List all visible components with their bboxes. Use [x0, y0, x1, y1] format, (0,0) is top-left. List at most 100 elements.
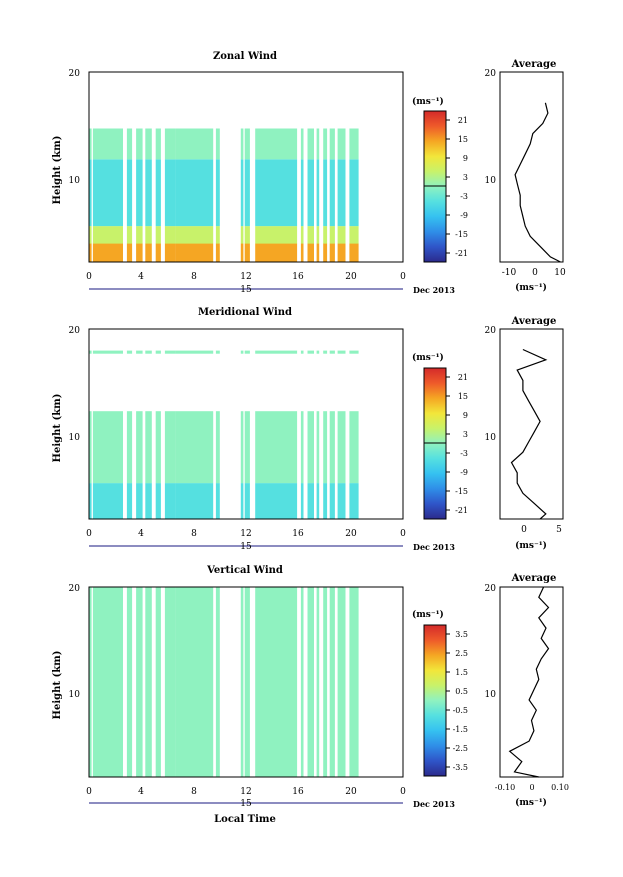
meridional-cell: [337, 411, 346, 484]
zonal-colorbar-tick-label: -9: [460, 211, 468, 220]
meridional-cell: [92, 411, 123, 484]
meridional-cell: [337, 483, 346, 519]
zonal-cell: [126, 243, 133, 262]
vertical-average-plot: Average 20 10 -0.10 0 0.10 (ms⁻¹): [485, 573, 569, 808]
meridional-cell: [215, 350, 220, 354]
vertical-heatmap: [89, 587, 359, 777]
zonal-wind-panel: Zonal Wind 20 10 Height (km) 0 4 8 12 16…: [52, 51, 566, 295]
meridional-cell: [155, 483, 161, 519]
zonal-avg-frame: [499, 71, 564, 263]
zonal-heatmap: [89, 128, 359, 262]
meridional-cell: [316, 483, 320, 519]
meridional-colorbar-tick-label: 9: [463, 411, 468, 420]
meridional-cell: [215, 411, 220, 484]
zonal-cell: [136, 243, 143, 262]
meridional-xtick-4: 4: [138, 529, 144, 539]
zonal-cell: [155, 243, 161, 262]
meridional-avg-ytick-20: 20: [485, 326, 497, 336]
meridional-cell: [349, 350, 359, 354]
zonal-cell: [145, 128, 152, 160]
meridional-cell: [255, 483, 298, 519]
vertical-cell: [89, 587, 92, 777]
vertical-avg-title: Average: [511, 573, 557, 584]
zonal-cell: [215, 226, 220, 244]
zonal-cell: [164, 128, 176, 160]
zonal-cell: [175, 226, 214, 244]
vertical-wind-panel: Vertical Wind 20 10 Height (km) 0 4 8 12…: [52, 565, 569, 825]
meridional-cell: [92, 350, 123, 354]
zonal-cell: [240, 243, 244, 262]
zonal-colorbar-tick-label: -3: [460, 192, 468, 201]
zonal-cell: [323, 226, 328, 244]
zonal-cell: [215, 128, 220, 160]
meridional-cell: [126, 483, 133, 519]
zonal-cell: [316, 243, 320, 262]
meridional-cell: [89, 411, 92, 484]
meridional-average-plot: Average 20 10 0 5 (ms⁻¹): [485, 316, 564, 551]
vertical-colorbar-tick-label: -2.5: [453, 744, 468, 753]
meridional-cell: [89, 350, 92, 354]
zonal-cell: [337, 159, 346, 227]
zonal-cell: [349, 243, 359, 262]
zonal-cell: [145, 226, 152, 244]
meridional-cell: [329, 411, 335, 484]
vertical-xtick-8: 8: [191, 787, 197, 797]
zonal-cell: [145, 159, 152, 227]
zonal-ylabel: Height (km): [52, 136, 63, 205]
meridional-cell: [164, 411, 176, 484]
meridional-xtick-20: 20: [345, 529, 357, 539]
zonal-colorbar-tick-label: 15: [458, 135, 468, 144]
vertical-colorbar-tick-label: -1.5: [453, 725, 468, 734]
vertical-cell: [145, 587, 152, 777]
meridional-cell: [300, 411, 304, 484]
meridional-avg-series-line: [510, 348, 548, 520]
meridional-xtick-0: 0: [86, 529, 92, 539]
zonal-cell: [255, 128, 298, 160]
zonal-cell: [244, 226, 250, 244]
meridional-colorbar-tick-label: -15: [455, 487, 468, 496]
meridional-cell: [145, 411, 152, 484]
meridional-xtick-8: 8: [191, 529, 197, 539]
zonal-cell: [92, 243, 123, 262]
zonal-cell: [136, 159, 143, 227]
meridional-cell: [244, 411, 250, 484]
zonal-cell: [300, 243, 304, 262]
meridional-colorbar-tick-label: 15: [458, 392, 468, 401]
meridional-title: Meridional Wind: [198, 307, 292, 318]
zonal-xtick-16: 16: [292, 272, 304, 282]
meridional-colorbar-unit: (ms⁻¹): [412, 352, 444, 363]
zonal-cell: [89, 243, 92, 262]
meridional-avg-frame: [499, 328, 564, 520]
meridional-avg-xtick-0: 0: [521, 525, 527, 535]
zonal-cell: [240, 128, 244, 160]
meridional-avg-xlabel: (ms⁻¹): [515, 540, 547, 551]
vertical-ylabel: Height (km): [52, 651, 63, 720]
zonal-cell: [337, 243, 346, 262]
meridional-cell: [244, 483, 250, 519]
x-axis-label: Local Time: [214, 814, 276, 825]
meridional-colorbar-tick-label: -9: [460, 468, 468, 477]
vertical-avg-xtick-neg010: -0.10: [495, 783, 516, 792]
vertical-cell: [126, 587, 133, 777]
zonal-cell: [300, 128, 304, 160]
zonal-cell: [307, 128, 314, 160]
vertical-avg-ytick-10: 10: [485, 690, 497, 700]
meridional-cell: [349, 483, 359, 519]
zonal-avg-xtick-neg10: -10: [502, 268, 517, 278]
vertical-cell: [215, 587, 220, 777]
zonal-title: Zonal Wind: [213, 51, 277, 62]
zonal-xtick-8: 8: [191, 272, 197, 282]
vertical-cell: [300, 587, 304, 777]
meridional-avg-title: Average: [511, 316, 557, 327]
meridional-month-label: Dec 2013: [413, 542, 455, 552]
meridional-cell: [175, 350, 214, 354]
meridional-cell: [164, 350, 176, 354]
zonal-cell: [92, 159, 123, 227]
meridional-colorbar: (ms⁻¹) 21 15 9 3 -3 -9 -15 -21: [412, 352, 468, 520]
zonal-colorbar-tick-label: 21: [458, 116, 468, 125]
vertical-colorbar-tick-label: 0.5: [455, 687, 468, 696]
zonal-cell: [300, 159, 304, 227]
meridional-heatmap: [89, 350, 359, 519]
zonal-cell: [164, 226, 176, 244]
meridional-xtick-16: 16: [292, 529, 304, 539]
